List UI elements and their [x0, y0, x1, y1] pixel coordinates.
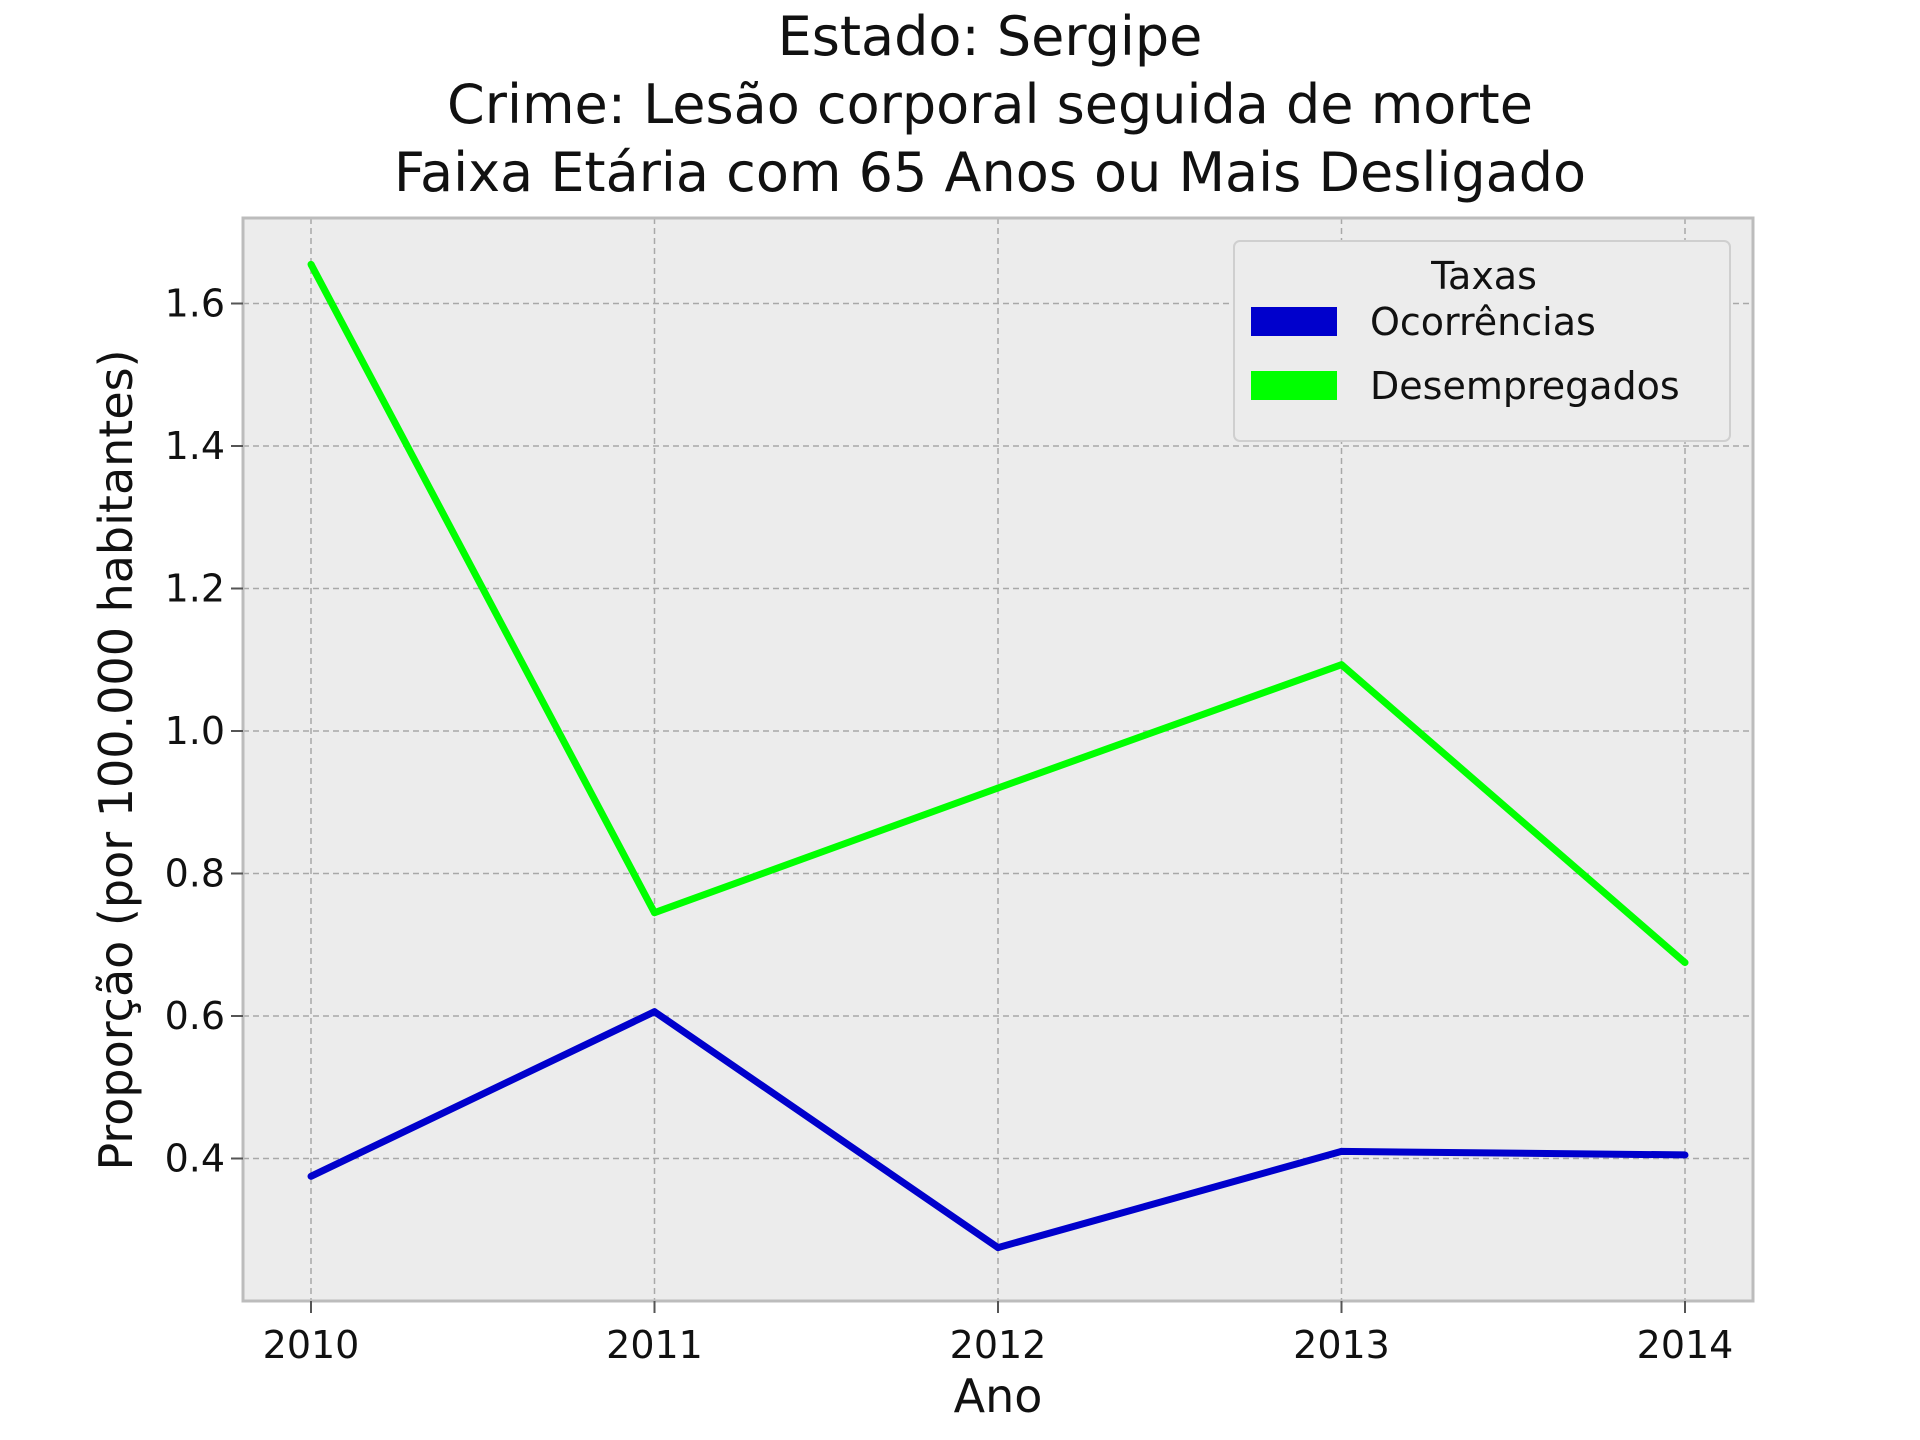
y-tick-label: 1.0	[165, 709, 225, 753]
data-point	[994, 1244, 1002, 1252]
y-tick-label: 0.6	[165, 994, 225, 1038]
y-axis-label: Proporção (por 100.000 habitantes)	[89, 349, 143, 1170]
data-point	[1681, 959, 1689, 967]
title-line-1: Estado: Sergipe	[778, 5, 1203, 68]
y-tick-label: 1.2	[165, 567, 225, 611]
y-tick-label: 1.4	[165, 424, 225, 468]
data-point	[651, 1008, 658, 1016]
legend-swatch	[1251, 307, 1337, 336]
grid	[243, 218, 1753, 1301]
legend-entries: Ocorrências Desempregados	[1251, 300, 1680, 408]
x-tick-label: 2013	[1293, 1323, 1390, 1367]
title-line-2: Crime: Lesão corporal seguida de morte	[447, 73, 1533, 136]
data-point	[1338, 661, 1345, 669]
chart-title: Estado: Sergipe Crime: Lesão corporal se…	[394, 5, 1586, 204]
legend-box	[1233, 240, 1731, 442]
x-axis-ticks: 2010 2011 2012 2013 2014	[263, 1301, 1734, 1367]
legend-label: Desempregados	[1370, 364, 1680, 408]
title-line-3: Faixa Etária com 65 Anos ou Mais Desliga…	[394, 141, 1586, 204]
y-axis-ticks: 0.4 0.6 0.8 1.0 1.2 1.4 1.6	[165, 282, 243, 1181]
data-point	[994, 784, 1002, 792]
y-tick-label: 0.8	[165, 852, 225, 896]
data-point	[307, 260, 315, 268]
data-point	[307, 1172, 315, 1180]
legend: Taxas Ocorrências Desempregados	[1233, 240, 1731, 442]
data-point	[651, 909, 658, 917]
data-point	[1681, 1151, 1689, 1159]
x-tick-label: 2014	[1637, 1323, 1734, 1367]
legend-label: Ocorrências	[1370, 300, 1596, 344]
x-tick-label: 2012	[950, 1323, 1047, 1367]
y-tick-label: 0.4	[165, 1137, 225, 1181]
x-tick-label: 2010	[263, 1323, 360, 1367]
x-tick-label: 2011	[606, 1323, 703, 1367]
series-lines	[307, 260, 1689, 1252]
legend-title: Taxas	[1430, 254, 1537, 298]
x-axis-label: Ano	[954, 1369, 1043, 1423]
legend-swatch	[1251, 371, 1337, 400]
data-point	[1338, 1147, 1345, 1155]
y-tick-label: 1.6	[165, 282, 225, 326]
